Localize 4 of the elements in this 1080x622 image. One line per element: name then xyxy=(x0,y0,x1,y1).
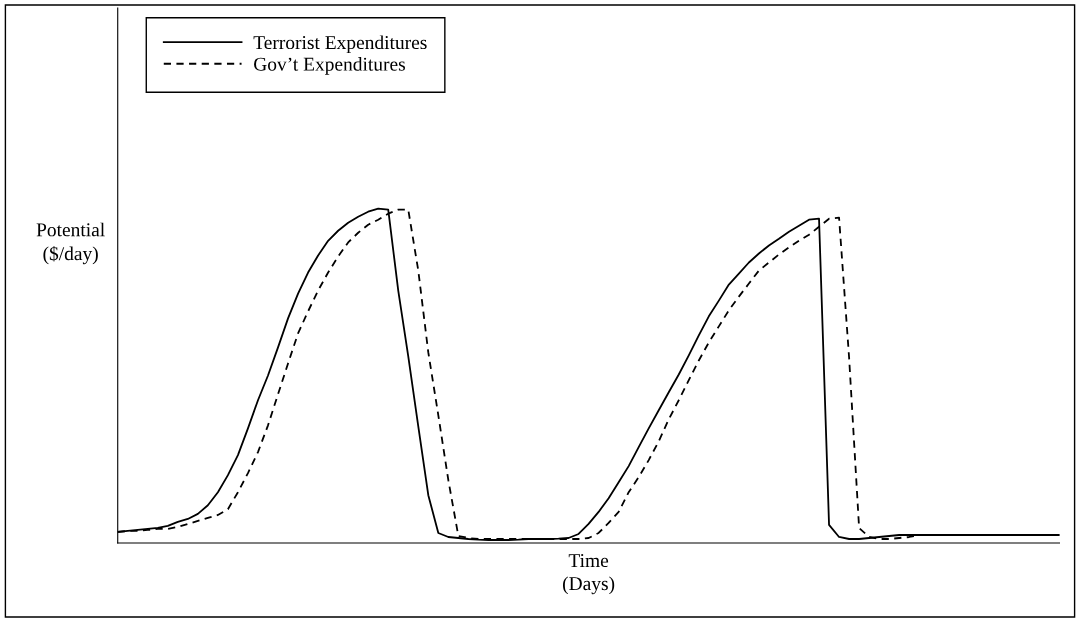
legend-label: Gov’t Expenditures xyxy=(254,57,405,75)
x-axis-title: Time (Days) xyxy=(563,554,615,595)
y-axis-title: Potential ($/day) xyxy=(36,222,105,265)
legend-label: Terrorist Expenditures xyxy=(253,35,427,54)
